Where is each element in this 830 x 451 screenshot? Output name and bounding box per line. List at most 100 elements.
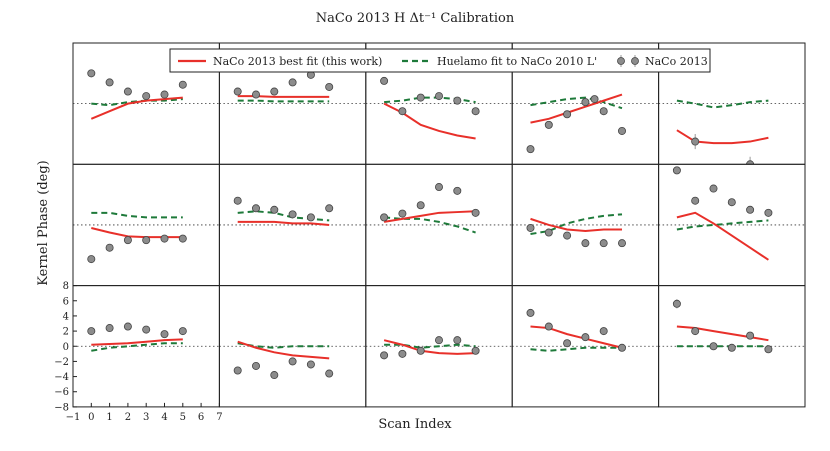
y-tick-label: −4 (54, 372, 69, 383)
data-point (691, 137, 700, 146)
data-point (709, 184, 718, 193)
data-point (691, 327, 700, 336)
data-point (288, 357, 297, 366)
best-fit-line (383, 102, 476, 140)
huelamo-fit-line (237, 210, 330, 222)
data-point (123, 322, 132, 331)
x-tick-label: 1 (106, 412, 112, 423)
data-point (526, 145, 535, 154)
data-point (380, 76, 389, 85)
data-point (746, 205, 755, 214)
best-fit-line (237, 95, 330, 98)
data-point (123, 236, 132, 245)
panel-r2-c4 (658, 285, 806, 408)
panel-r1-c3 (511, 163, 660, 287)
data-point (288, 78, 297, 87)
data-point (526, 308, 535, 317)
data-point (105, 243, 114, 252)
x-axis-label: Scan Index (378, 417, 452, 432)
data-point (709, 342, 718, 351)
data-point (544, 120, 553, 129)
best-fit-line (676, 211, 769, 261)
x-tick-label: 5 (180, 412, 186, 423)
data-point (563, 231, 572, 240)
best-fit-line (530, 93, 623, 124)
data-point (306, 213, 315, 222)
data-point (764, 208, 773, 217)
data-point (563, 339, 572, 348)
data-point (672, 166, 681, 175)
data-point (563, 110, 572, 119)
data-point (398, 107, 407, 116)
data-point (434, 183, 443, 192)
y-tick-label: 0 (63, 342, 69, 353)
data-point (581, 98, 590, 107)
data-point (251, 361, 260, 370)
data-point (672, 299, 681, 308)
data-point (728, 183, 735, 190)
legend-points-swatch (617, 55, 639, 67)
panel-r2-c1 (218, 285, 367, 408)
best-fit-line (383, 339, 476, 355)
best-fit-line (91, 227, 183, 239)
data-point (581, 239, 590, 248)
data-point (123, 87, 132, 96)
huelamo-fit-line (384, 96, 476, 104)
data-point (270, 205, 279, 214)
panel-r1-c4 (658, 163, 806, 287)
data-point (416, 93, 425, 102)
data-point (87, 255, 96, 264)
y-tick-label: 6 (63, 296, 69, 307)
best-fit-line (237, 220, 330, 226)
data-point (618, 126, 627, 135)
data-point (599, 107, 608, 116)
best-fit-line (383, 210, 476, 223)
data-point (416, 346, 425, 355)
best-fit-line (676, 325, 769, 342)
data-point (453, 336, 462, 345)
axes: −1 0 1 2 3 4 5 6 7 −8 −6 −4 −2 0 2 4 6 8 (54, 281, 222, 423)
data-point (233, 366, 242, 375)
data-point (270, 87, 279, 96)
panel-r2-c3 (511, 285, 660, 408)
panel-frame (658, 285, 806, 408)
best-fit-line (237, 340, 330, 360)
data-point (105, 78, 114, 87)
x-tick-label: 3 (143, 412, 149, 423)
legend-huelamo-label: Huelamo fit to NaCo 2010 L' (437, 55, 597, 68)
data-point (416, 201, 425, 210)
y-tick-label: 8 (63, 281, 69, 292)
panel-r1-c2 (365, 163, 513, 287)
best-fit-line (90, 96, 183, 120)
y-tick-label: −8 (54, 402, 69, 413)
data-point (434, 92, 443, 101)
data-point (380, 213, 389, 222)
data-point (434, 336, 443, 345)
data-point (87, 327, 96, 336)
data-point (288, 210, 297, 219)
panel-r2-c0 (72, 285, 220, 408)
huelamo-fit-line (530, 346, 622, 352)
x-tick-label: 2 (125, 412, 131, 423)
data-point (251, 204, 260, 213)
x-tick-label: 0 (88, 412, 94, 423)
data-point (471, 107, 480, 116)
data-point (142, 92, 151, 101)
huelamo-fit-line (530, 96, 623, 110)
best-fit-line (676, 129, 769, 145)
best-fit-line (530, 217, 622, 233)
data-point (544, 228, 553, 237)
huelamo-fit-line (91, 98, 183, 107)
y-tick-label: 2 (63, 327, 69, 338)
huelamo-fit-line (237, 99, 330, 103)
best-fit-line (91, 338, 183, 346)
y-tick-label: −6 (54, 387, 69, 398)
data-point (471, 346, 480, 355)
data-point (710, 206, 717, 213)
data-point (105, 324, 114, 333)
x-tick-label: 7 (216, 412, 222, 423)
data-point (178, 234, 187, 243)
data-point (325, 369, 334, 378)
data-point (453, 186, 462, 195)
